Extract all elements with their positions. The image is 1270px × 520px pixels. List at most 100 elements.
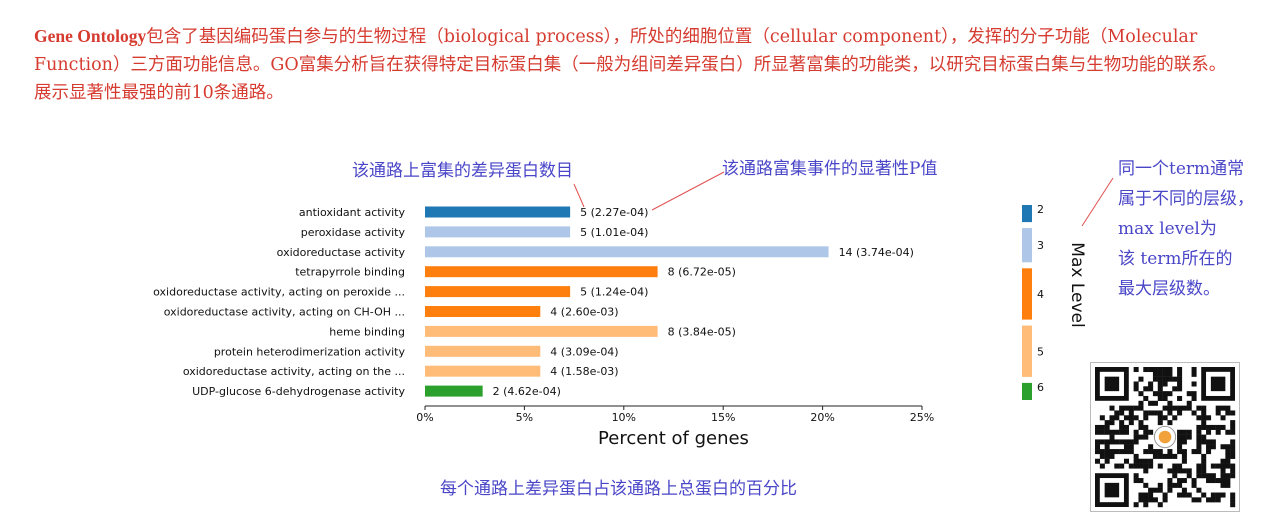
qr-module [1157, 386, 1163, 392]
qr-module [1201, 424, 1207, 430]
x-tick-label: 25% [910, 411, 934, 424]
qr-module [1157, 381, 1163, 387]
qr-module [1138, 434, 1144, 440]
qr-module [1104, 458, 1110, 464]
qr-module [1220, 463, 1226, 469]
qr-module [1162, 391, 1168, 397]
qr-module [1138, 424, 1144, 430]
legend-title: Max Level [1067, 242, 1087, 327]
qr-module [1181, 487, 1187, 493]
qr-module [1133, 463, 1139, 469]
qr-module [1114, 439, 1120, 445]
qr-module [1206, 449, 1212, 455]
qr-module [1143, 415, 1149, 421]
qr-module [1133, 381, 1139, 387]
bar [425, 365, 541, 377]
qr-module [1099, 429, 1105, 435]
qr-module [1095, 439, 1101, 445]
qr-module [1104, 453, 1110, 459]
qr-module [1123, 439, 1129, 445]
qr-module [1123, 444, 1129, 450]
qr-module [1162, 492, 1168, 498]
category-label: oxidoreductase activity, acting on the .… [183, 365, 405, 378]
qr-code-icon [1095, 367, 1236, 508]
qr-module [1143, 468, 1149, 474]
qr-module [1162, 381, 1168, 387]
qr-module [1152, 453, 1158, 459]
qr-module [1128, 463, 1134, 469]
qr-module [1095, 458, 1101, 464]
bar-value-label: 8 (3.84e-05) [668, 325, 736, 338]
x-axis-title: Percent of genes [598, 428, 749, 449]
qr-module [1172, 482, 1178, 488]
qr-module [1201, 415, 1207, 421]
x-tick-label: 10% [612, 411, 636, 424]
qr-module [1128, 410, 1134, 416]
qr-module [1157, 376, 1163, 382]
category-label: UDP-glucose 6-dehydrogenase activity [192, 385, 405, 398]
bar-value-label: 2 (4.62e-04) [493, 385, 561, 398]
legend-level-label: 6 [1037, 381, 1044, 394]
qr-module [1148, 463, 1154, 469]
qr-module [1215, 497, 1221, 503]
qr-module [1109, 405, 1115, 411]
qr-module [1119, 449, 1125, 455]
qr-module [1177, 444, 1183, 450]
qr-module [1109, 420, 1115, 426]
qr-module [1133, 405, 1139, 411]
qr-module [1157, 487, 1163, 493]
qr-module [1196, 497, 1202, 503]
qr-module [1220, 458, 1226, 464]
qr-module [1225, 458, 1231, 464]
qr-module [1099, 424, 1105, 430]
qr-module [1157, 463, 1163, 469]
bar [425, 246, 829, 258]
qr-module [1177, 367, 1183, 373]
qr-module [1138, 492, 1144, 498]
qr-module [1128, 444, 1134, 450]
qr-module [1201, 420, 1207, 426]
qr-module [1230, 492, 1236, 498]
intro-paragraph: Gene Ontology包含了基因编码蛋白参与的生物过程（biological… [34, 22, 1234, 107]
qr-module [1206, 415, 1212, 421]
qr-module [1230, 439, 1236, 445]
qr-module [1181, 468, 1187, 474]
qr-module [1196, 473, 1202, 479]
qr-module [1095, 424, 1101, 430]
qr-module [1143, 434, 1149, 440]
qr-module [1143, 482, 1149, 488]
qr-module [1230, 410, 1236, 416]
qr-module [1157, 415, 1163, 421]
qr-module [1167, 391, 1173, 397]
category-label: oxidoreductase activity, acting on CH-OH… [164, 306, 405, 319]
qr-module [1119, 439, 1125, 445]
qr-module [1201, 473, 1207, 479]
qr-module [1143, 458, 1149, 464]
qr-module [1230, 420, 1236, 426]
qr-module [1191, 391, 1197, 397]
qr-module [1123, 449, 1129, 455]
qr-module [1099, 449, 1105, 455]
qr-module [1109, 429, 1115, 435]
category-label: oxidoreductase activity, acting on perox… [153, 286, 405, 299]
qr-module [1143, 429, 1149, 435]
qr-module [1143, 492, 1149, 498]
qr-module [1167, 449, 1173, 455]
qr-module [1230, 468, 1236, 474]
qr-module [1220, 424, 1226, 430]
qr-module [1119, 405, 1125, 411]
qr-module [1162, 453, 1168, 459]
qr-module [1167, 371, 1173, 377]
qr-module [1123, 458, 1129, 464]
qr-module [1152, 400, 1158, 406]
qr-module [1152, 376, 1158, 382]
qr-module [1133, 429, 1139, 435]
qr-module [1196, 449, 1202, 455]
qr-module [1191, 478, 1197, 484]
qr-module [1148, 497, 1154, 503]
legend-swatch [1022, 228, 1032, 263]
qr-module [1138, 478, 1144, 484]
qr-module [1109, 439, 1115, 445]
qr-module [1186, 405, 1192, 411]
qr-module [1157, 449, 1163, 455]
